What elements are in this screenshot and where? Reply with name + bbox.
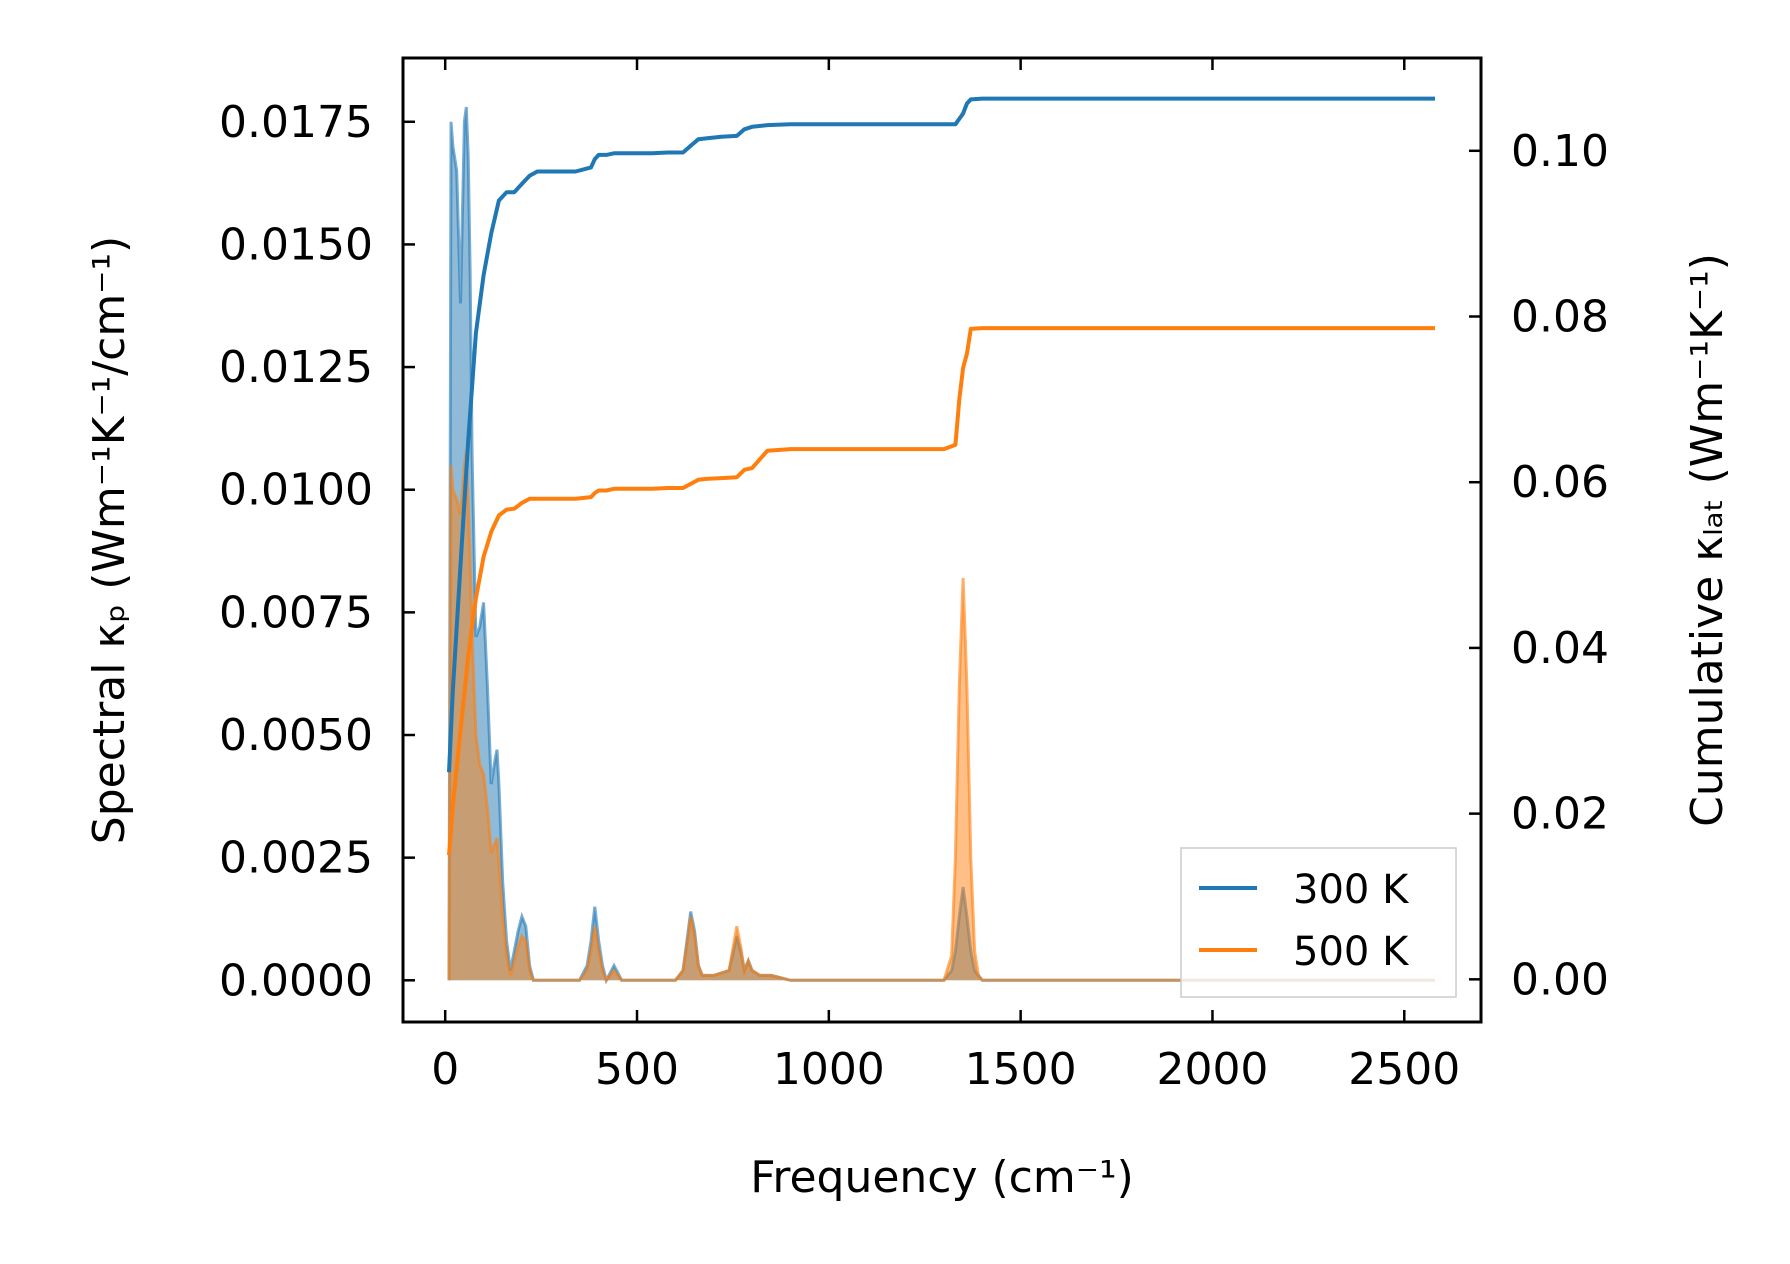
cumulative-line-1 [447, 326, 1435, 856]
y-left-tick-label: 0.0075 [219, 587, 373, 638]
y-left-tick-label: 0.0175 [219, 97, 373, 148]
y-right-tick-label: 0.00 [1511, 954, 1609, 1005]
y-left-tick-label: 0.0125 [219, 342, 373, 393]
y-left-tick-label: 0.0150 [219, 219, 373, 270]
plot-frame [401, 56, 1483, 1024]
x-axis-title: Frequency (cm⁻¹) [750, 1152, 1134, 1203]
cumulative-line-0 [447, 96, 1435, 773]
y-left-tick-label: 0.0000 [219, 955, 373, 1006]
legend: 300 K 500 K [1180, 847, 1457, 998]
y-right-tick-label: 0.02 [1511, 789, 1609, 840]
legend-label-500k: 500 K [1293, 929, 1410, 975]
y-right-tick-label: 0.10 [1511, 126, 1609, 177]
spectral-line-1 [447, 450, 1435, 984]
x-tick-label: 0 [431, 1044, 459, 1095]
y-right-tick-label: 0.04 [1511, 623, 1609, 674]
legend-label-300k: 300 K [1293, 867, 1410, 913]
y-left-tick-label: 0.0100 [219, 465, 373, 516]
cumulative-layer [447, 96, 1435, 856]
spectral-layer [447, 106, 1435, 985]
legend-box [1180, 847, 1457, 998]
ticks-layer: 0 500 1000 1500 2000 2500 0.0000 0.0025 0.0050 0.… [219, 58, 1609, 1095]
y-left-tick-label: 0.0025 [219, 833, 373, 884]
y-right-axis-title: Cumulative κₗₐₜ (Wm⁻¹K⁻¹) [1682, 253, 1733, 827]
x-tick-label: 2500 [1348, 1044, 1460, 1095]
x-tick-label: 2000 [1156, 1044, 1268, 1095]
y-left-axis-title: Spectral κₚ (Wm⁻¹K⁻¹/cm⁻¹) [84, 236, 135, 844]
y-left-tick-label: 0.0050 [219, 710, 373, 761]
x-tick-label: 1000 [773, 1044, 885, 1095]
y-right-tick-label: 0.06 [1511, 457, 1609, 508]
x-tick-label: 500 [595, 1044, 679, 1095]
y-right-tick-label: 0.08 [1511, 292, 1609, 343]
x-tick-label: 1500 [965, 1044, 1077, 1095]
